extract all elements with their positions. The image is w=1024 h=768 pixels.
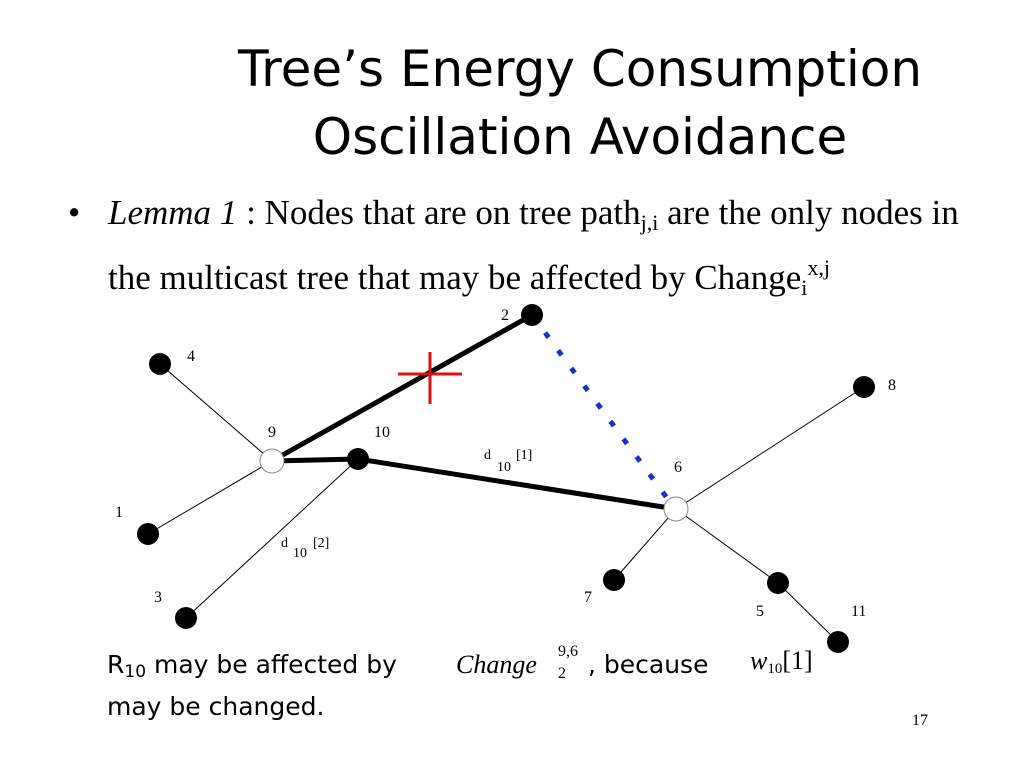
edge-label-d10-2-sub: 10: [293, 546, 307, 561]
node-7: [603, 569, 625, 591]
node-4: [149, 353, 171, 375]
node-11: [827, 631, 849, 653]
path-subscript: j,i: [640, 210, 659, 235]
node-label-7: 7: [584, 589, 592, 606]
node-label-3: 3: [154, 589, 162, 606]
node-2: [521, 304, 543, 326]
caption-r-subscript: 10: [124, 662, 147, 682]
node-label-9: 9: [268, 424, 276, 441]
edge-6-8: [675, 386, 865, 510]
caption-text1: may be affected by: [146, 650, 397, 679]
node-label-5: 5: [756, 603, 764, 620]
slide-title-line1: Tree’s Energy Consumption: [237, 40, 923, 98]
edge-1-9: [147, 460, 273, 535]
lemma-name: Lemma 1: [108, 193, 238, 232]
node-3: [175, 607, 197, 629]
edge-label-d10-2-idx: [2]: [313, 536, 329, 551]
edge-label-d10-1-d: d: [484, 448, 491, 463]
node-10: [347, 448, 369, 470]
node-label-4: 4: [187, 348, 195, 365]
caption-change-subscript: 2: [558, 665, 566, 682]
lemma-text-part2: are the only nodes in the multicast tree…: [108, 193, 959, 297]
page-number: 17: [912, 712, 928, 729]
lemma-text: Lemma 1 : Nodes that are on tree pathj,i…: [108, 190, 968, 310]
lemma-separator: :: [237, 193, 265, 232]
node-label-6: 6: [674, 459, 682, 476]
slide-title-line2: Oscillation Avoidance: [312, 108, 848, 166]
bullet-dot-icon: •: [68, 193, 81, 232]
caption-line2: may be changed.: [107, 692, 325, 721]
edge-4-9: [159, 363, 273, 462]
caption-w-term: w10[1]: [750, 646, 813, 678]
node-label-1: 1: [115, 504, 123, 521]
edge-label-d10-2: d 10 [2]: [281, 536, 329, 561]
caption-w-index: [1]: [782, 646, 813, 675]
dotted-link-2-6: [529, 313, 673, 504]
edge-6-7: [613, 508, 677, 581]
node-9: [259, 448, 285, 474]
node-label-8: 8: [888, 377, 896, 394]
node-label-11: 11: [851, 603, 866, 620]
edge-10-6: [357, 456, 677, 512]
node-5: [767, 572, 789, 594]
caption-change-word: Change: [456, 650, 537, 679]
node-8: [853, 376, 875, 398]
edge-label-d10-1: d 10 [1]: [484, 448, 532, 475]
caption-w: w: [750, 646, 768, 675]
edge-label-d10-2-d: d: [281, 536, 288, 551]
edge-5-11: [777, 582, 839, 643]
caption-change-superscript: 9,6: [558, 643, 578, 660]
caption-line1: R10 may be affected by: [107, 650, 397, 682]
edge-3-10: [185, 458, 359, 619]
caption-because: , because: [588, 650, 709, 679]
node-6: [663, 496, 689, 522]
edge-6-5: [675, 508, 779, 584]
caption-w-subscript: 10: [767, 661, 783, 677]
edge-9-10: [271, 456, 359, 464]
node-label-10: 10: [374, 424, 390, 441]
lemma-text-part1: Nodes that are on tree path: [264, 193, 641, 232]
edge-9-2: [270, 312, 534, 464]
node-1: [137, 523, 159, 545]
caption-r: R: [107, 650, 125, 679]
edge-label-d10-1-idx: [1]: [516, 448, 532, 463]
edge-label-d10-1-sub: 10: [497, 460, 511, 475]
change-superscript: x,j: [807, 255, 830, 280]
broken-link-cross-icon: [398, 352, 462, 404]
node-label-2: 2: [501, 307, 509, 324]
change-subscript: i: [801, 275, 808, 300]
